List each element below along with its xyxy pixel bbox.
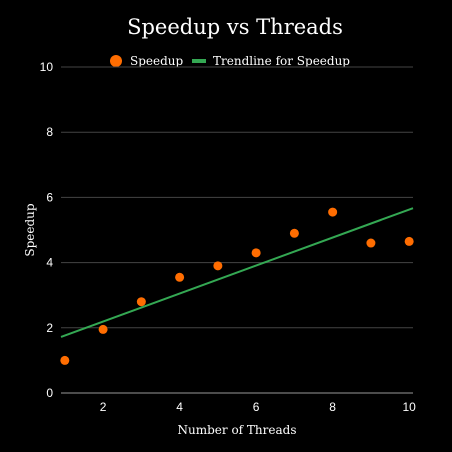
x-tick-label: 8	[329, 400, 336, 414]
y-tick-label: 4	[46, 256, 53, 270]
data-point	[213, 261, 222, 270]
y-tick-label: 0	[46, 386, 53, 400]
data-point	[290, 229, 299, 238]
grid-lines	[61, 67, 413, 393]
legend-marker-speedup	[110, 55, 122, 67]
y-tick-label: 8	[46, 125, 53, 139]
x-tick-label: 10	[402, 400, 416, 414]
y-tick-label: 2	[46, 321, 53, 335]
legend-label-trendline: Trendline for Speedup	[213, 54, 350, 68]
data-point	[99, 325, 108, 334]
data-point	[328, 208, 337, 217]
y-axis-title: Speedup	[23, 203, 37, 257]
x-tick-label: 2	[100, 400, 107, 414]
chart-title: Speedup vs Threads	[127, 15, 343, 39]
data-point	[405, 237, 414, 246]
x-tick-label: 4	[176, 400, 183, 414]
y-tick-label: 6	[46, 190, 53, 204]
y-axis-ticks: 0 2 4 6 8 10	[40, 60, 54, 400]
x-axis-title: Number of Threads	[178, 423, 297, 437]
data-point	[137, 297, 146, 306]
trendline-line	[61, 208, 413, 337]
legend-label-speedup: Speedup	[130, 54, 184, 68]
data-point	[175, 273, 184, 282]
data-point	[60, 356, 69, 365]
trendline	[61, 208, 413, 337]
data-point	[366, 239, 375, 248]
data-point	[252, 248, 261, 257]
x-axis-ticks: 2 4 6 8 10	[100, 400, 416, 414]
y-tick-label: 10	[40, 60, 54, 74]
x-tick-label: 6	[253, 400, 260, 414]
legend: Speedup Trendline for Speedup	[110, 54, 350, 68]
legend-marker-trendline	[192, 59, 206, 63]
data-points	[60, 208, 413, 365]
